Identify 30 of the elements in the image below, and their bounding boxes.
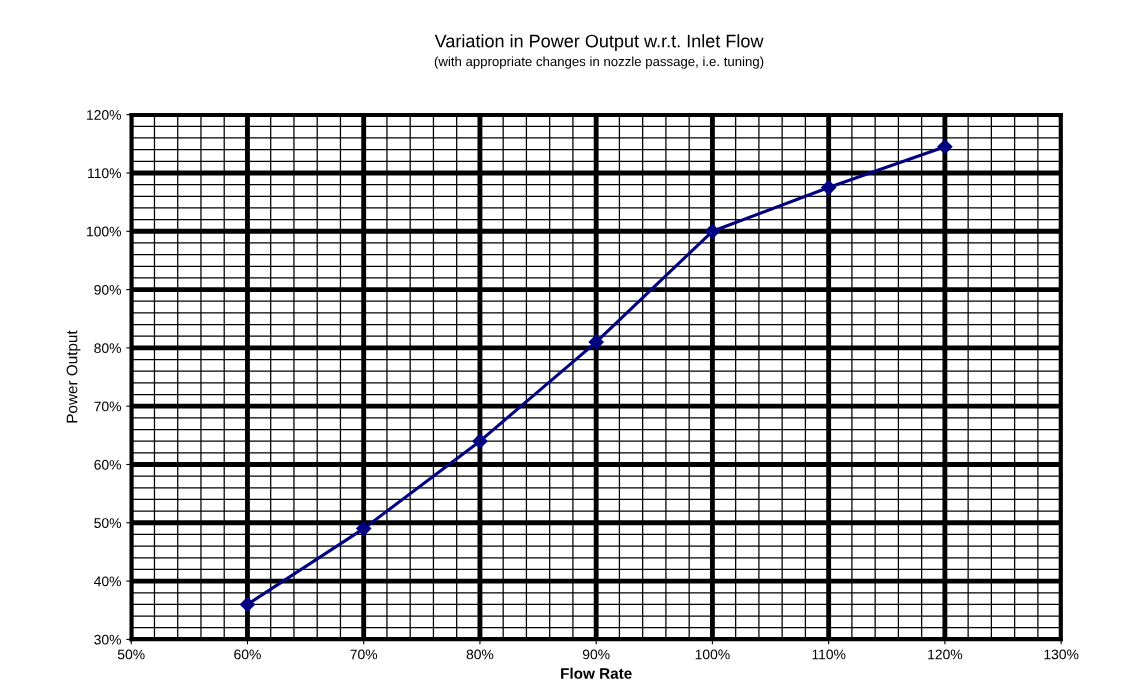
y-tick-label: 100% — [87, 226, 121, 237]
y-tick-label: 80% — [94, 343, 121, 354]
point — [937, 139, 953, 155]
y-tick-label: 120% — [87, 110, 121, 120]
y-tick-label: 60% — [94, 459, 121, 470]
chart-title: Variation in Power Output w.r.t. Inlet Flow — [434, 34, 764, 52]
y-tick-label: 50% — [94, 518, 121, 528]
x-tick-label: 130% — [1044, 649, 1079, 660]
x-tick-label: 50% — [117, 649, 145, 660]
y-tick-label: 30% — [94, 634, 121, 645]
point — [704, 223, 720, 239]
point — [356, 521, 372, 537]
x-axis-title: Flow Rate — [561, 667, 632, 679]
x-tick-label: 70% — [350, 649, 378, 660]
x-tick-label: 120% — [928, 649, 963, 660]
y-tick-label: 40% — [94, 576, 121, 587]
y-tick-label: 70% — [94, 401, 121, 412]
y-tick-label: 90% — [94, 284, 121, 295]
x-tick-label: 60% — [234, 649, 261, 660]
chart-subtitle: (with appropriate changes in nozzle passage, i.e. tuning) — [434, 56, 764, 69]
x-tick-label: 100% — [695, 649, 730, 660]
point — [821, 179, 837, 196]
y-axis-title: Power Output — [66, 330, 81, 423]
x-tick-label: 110% — [812, 649, 846, 660]
point — [239, 596, 256, 612]
x-tick-label: 80% — [466, 649, 494, 660]
y-tick-label: 110% — [88, 168, 121, 179]
x-tick-label: 90% — [582, 649, 610, 660]
point — [588, 334, 604, 350]
point — [472, 433, 488, 449]
